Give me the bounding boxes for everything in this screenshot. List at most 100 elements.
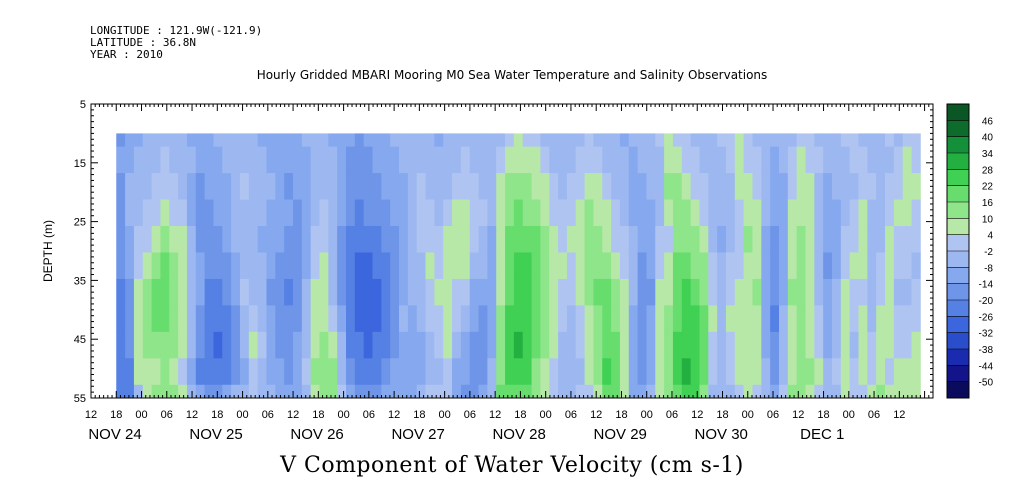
heatmap-cell	[787, 278, 798, 306]
heatmap-cell	[416, 226, 426, 253]
heatmap-cell	[911, 331, 921, 359]
heatmap-cell	[522, 252, 532, 280]
heatmap-cell	[902, 226, 912, 253]
heatmap-cell	[602, 173, 612, 200]
heatmap-cell	[178, 133, 188, 148]
heatmap-cell	[752, 199, 762, 227]
heatmap-cell	[195, 173, 206, 200]
heatmap-cell	[593, 133, 603, 148]
heatmap-cell	[858, 384, 868, 399]
heatmap-cell	[275, 173, 285, 200]
heatmap-cell	[151, 305, 161, 333]
heatmap-cell	[275, 252, 285, 280]
heatmap-cell	[301, 384, 312, 399]
heatmap-cell	[858, 146, 868, 174]
chart-title: Hourly Gridded MBARI Mooring M0 Sea Wate…	[256, 68, 768, 82]
heatmap-cell	[381, 226, 391, 253]
heatmap-cell	[867, 384, 877, 399]
heatmap-cell	[213, 305, 223, 333]
heatmap-cell	[655, 146, 665, 174]
heatmap-cell	[681, 146, 692, 174]
heatmap-cell	[655, 133, 665, 148]
x-hour-label: 18	[110, 409, 122, 421]
heatmap-cell	[496, 173, 506, 200]
heatmap-cell	[151, 133, 161, 148]
heatmap-cell	[310, 146, 320, 174]
heatmap-cell	[558, 146, 568, 174]
heatmap-cell	[195, 226, 206, 253]
heatmap-cell	[902, 278, 912, 306]
heatmap-cell	[796, 358, 806, 386]
colorbar-label: 22	[982, 182, 994, 193]
heatmap-cell	[593, 384, 603, 399]
heatmap-cell	[725, 331, 736, 359]
heatmap-cell	[204, 226, 214, 253]
heatmap-cell	[151, 278, 161, 306]
heatmap-cell	[566, 146, 577, 174]
heatmap-cell	[876, 358, 886, 386]
colorbar-swatch	[947, 185, 969, 203]
heatmap-cell	[867, 252, 877, 280]
heatmap-cell	[133, 133, 144, 148]
heatmap-cell	[761, 305, 771, 333]
heatmap-cell	[434, 278, 444, 306]
heatmap-cell	[778, 173, 789, 200]
heatmap-cell	[337, 305, 347, 333]
heatmap-cell	[469, 278, 479, 306]
heatmap-cell	[584, 305, 594, 333]
heatmap-cell	[593, 146, 603, 174]
heatmap-cell	[814, 252, 824, 280]
heatmap-cell	[292, 331, 303, 359]
heatmap-cell	[814, 305, 824, 333]
heatmap-cell	[292, 384, 303, 399]
heatmap-cell	[399, 358, 409, 386]
heatmap-cell	[248, 199, 259, 227]
heatmap-cell	[619, 252, 630, 280]
heatmap-cell	[160, 331, 170, 359]
heatmap-cell	[328, 226, 338, 253]
heatmap-cell	[231, 199, 241, 227]
heatmap-cell	[116, 358, 126, 386]
heatmap-cell	[275, 199, 285, 227]
heatmap-cell	[752, 226, 762, 253]
heatmap-cell	[363, 384, 373, 399]
heatmap-cell	[628, 226, 639, 253]
heatmap-cell	[699, 199, 709, 227]
heatmap-cell	[708, 305, 718, 333]
colorbar-label: 40	[982, 133, 994, 144]
heatmap-cell	[266, 278, 276, 306]
heatmap-cell	[619, 199, 630, 227]
heatmap-cell	[717, 252, 727, 280]
heatmap-cell	[584, 146, 594, 174]
heatmap-cell	[778, 146, 789, 174]
heatmap-cell	[469, 133, 479, 148]
x-hour-label: 12	[590, 409, 602, 421]
heatmap-cell	[566, 173, 577, 200]
heatmap-cell	[628, 305, 639, 333]
heatmap-cell	[814, 331, 824, 359]
heatmap-cell	[611, 226, 621, 253]
heatmap-cell	[708, 358, 718, 386]
heatmap-cell	[858, 199, 868, 227]
heatmap-cell	[734, 278, 745, 306]
heatmap-cell	[142, 384, 153, 399]
heatmap-cell	[222, 331, 232, 359]
heatmap-cell	[867, 358, 877, 386]
heatmap-cell	[231, 305, 241, 333]
x-hour-label: 00	[135, 409, 147, 421]
heatmap-cell	[301, 199, 312, 227]
heatmap-cell	[346, 384, 356, 399]
heatmap-cell	[195, 133, 206, 148]
heatmap-cell	[513, 252, 524, 280]
heatmap-cell	[505, 173, 515, 200]
heatmap-cell	[407, 252, 418, 280]
heatmap-cell	[125, 331, 135, 359]
heatmap-cell	[752, 252, 762, 280]
heatmap-cell	[337, 199, 347, 227]
heatmap-cell	[787, 384, 798, 399]
heatmap-cell	[893, 278, 904, 306]
heatmap-cell	[708, 278, 718, 306]
heatmap-cell	[823, 173, 833, 200]
heatmap-cell	[646, 358, 656, 386]
heatmap-cell	[725, 146, 736, 174]
